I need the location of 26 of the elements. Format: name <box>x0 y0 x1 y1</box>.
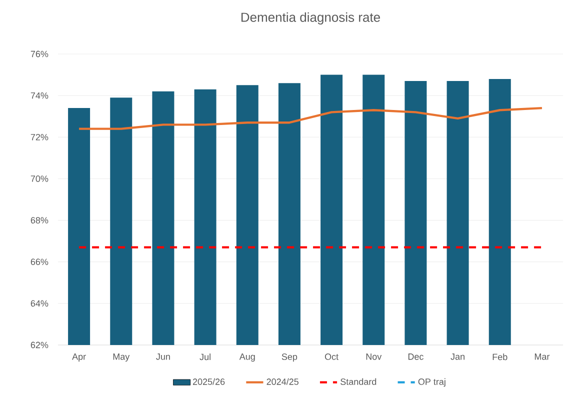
x-tick-label: Jun <box>156 354 170 360</box>
y-tick-label: 64% <box>30 300 48 307</box>
x-tick-label: Oct <box>324 354 338 360</box>
y-tick-label: 70% <box>30 176 48 182</box>
x-tick-label: Dec <box>408 354 424 360</box>
x-tick-label: May <box>113 354 130 362</box>
x-tick-label: Sep <box>282 354 298 362</box>
x-tick-label: Mar <box>534 354 550 360</box>
legend-label: 2024/25 <box>266 378 298 385</box>
y-tick-label: 72% <box>30 134 48 140</box>
x-tick-label: Aug <box>239 354 255 362</box>
legend-label: 2025/26 <box>192 378 225 385</box>
y-tick-label: 74% <box>30 92 48 99</box>
x-tick-label: Apr <box>72 354 86 362</box>
y-tick-label: 66% <box>30 258 48 266</box>
x-tick-label: Nov <box>366 354 382 360</box>
y-tick-label: 76% <box>30 50 48 58</box>
y-tick-label: 68% <box>30 217 48 224</box>
x-tick-label: Jul <box>200 354 210 360</box>
x-tick-label: Feb <box>492 354 508 360</box>
chart-title: Dementia diagnosis rate <box>241 12 380 24</box>
line-series <box>78 106 544 130</box>
y-tick-label: 62% <box>30 342 48 348</box>
legend-label: Standard <box>340 378 376 385</box>
x-tick-label: Jan <box>450 354 464 360</box>
legend-label: OP traj <box>418 378 446 387</box>
